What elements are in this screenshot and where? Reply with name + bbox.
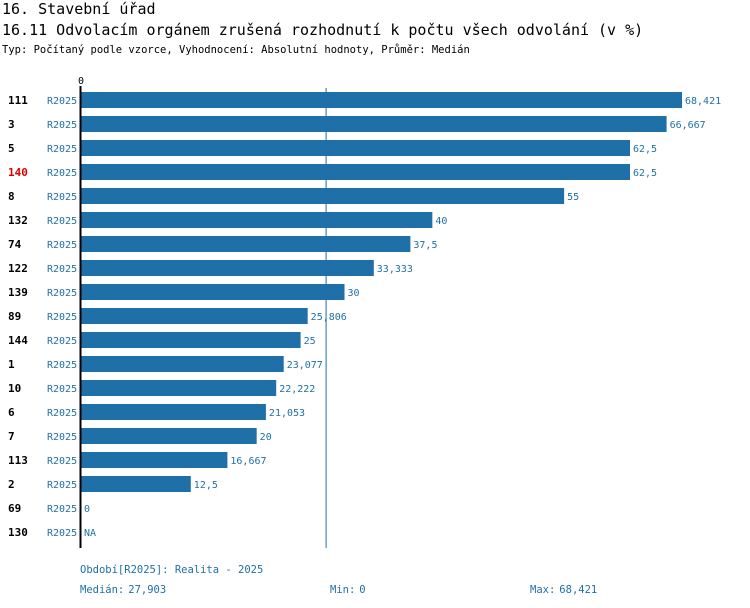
- bar-value-label: 55: [567, 192, 579, 203]
- row-series-label: R2025: [47, 288, 77, 299]
- row-series-label: R2025: [47, 408, 77, 419]
- bar-value-label: 25: [304, 336, 316, 347]
- row-id-label: 113: [8, 454, 28, 467]
- row-series-label: R2025: [47, 240, 77, 251]
- row-id-label: 2: [8, 478, 15, 491]
- row-series-label: R2025: [47, 312, 77, 323]
- row-series-label: R2025: [47, 360, 77, 371]
- max-value: 68,421: [559, 584, 598, 596]
- bar-value-label: 20: [260, 432, 272, 443]
- row-id-label: 130: [8, 526, 28, 539]
- bar-value-label: 62,5: [633, 144, 657, 155]
- row-series-label: R2025: [47, 336, 77, 347]
- row-series-label: R2025: [47, 264, 77, 275]
- bar-value-label: 25,806: [311, 312, 347, 323]
- bar-value-label: NA: [84, 528, 96, 539]
- row-series-label: R2025: [47, 504, 77, 515]
- median-summary: Medián: 27,903: [80, 584, 166, 596]
- row-series-label: R2025: [47, 96, 77, 107]
- bar: [81, 116, 667, 132]
- bar-value-label: 40: [435, 216, 447, 227]
- row-id-label: 8: [8, 190, 15, 203]
- row-series-label: R2025: [47, 432, 77, 443]
- bar: [81, 476, 191, 492]
- row-series-label: R2025: [47, 168, 77, 179]
- row-id-label: 3: [8, 118, 15, 131]
- bar-value-label: 16,667: [230, 456, 266, 467]
- bar-value-label: 30: [348, 288, 360, 299]
- row-id-label: 132: [8, 214, 28, 227]
- bar-value-label: 12,5: [194, 480, 218, 491]
- row-id-label: 122: [8, 262, 28, 275]
- bar: [81, 140, 630, 156]
- chart-title: 16.11 Odvolacím orgánem zrušená rozhodnu…: [2, 21, 644, 39]
- row-id-label: 111: [8, 94, 28, 107]
- row-id-label: 139: [8, 286, 28, 299]
- bar-value-label: 68,421: [685, 96, 721, 107]
- row-id-label: 7: [8, 430, 15, 443]
- bar-value-label: 37,5: [413, 240, 437, 251]
- row-series-label: R2025: [47, 384, 77, 395]
- row-series-label: R2025: [47, 144, 77, 155]
- row-id-label: 1: [8, 358, 15, 371]
- row-series-label: R2025: [47, 120, 77, 131]
- median-value: 27,903: [128, 584, 167, 596]
- bar-value-label: 21,053: [269, 408, 305, 419]
- axis-zero-label: 0: [78, 76, 84, 87]
- bar: [81, 260, 374, 276]
- bar: [81, 404, 266, 420]
- row-series-label: R2025: [47, 192, 77, 203]
- row-series-label: R2025: [47, 456, 77, 467]
- row-id-label: 144: [8, 334, 28, 347]
- median-label: Medián:: [80, 584, 125, 596]
- bar: [81, 380, 277, 396]
- bar: [81, 308, 308, 324]
- period-legend: Období[R2025]: Realita - 2025: [80, 564, 264, 576]
- row-id-label: 69: [8, 502, 21, 515]
- row-id-label: 74: [8, 238, 22, 251]
- max-label: Max:: [530, 584, 556, 596]
- bar: [81, 92, 682, 108]
- bar: [81, 188, 565, 204]
- min-summary: Min: 0: [330, 584, 366, 596]
- bar: [81, 332, 301, 348]
- row-id-label: 10: [8, 382, 21, 395]
- row-id-label: 140: [8, 166, 28, 179]
- bar: [81, 236, 411, 252]
- bar-value-label: 23,077: [287, 360, 323, 371]
- min-label: Min:: [330, 584, 356, 596]
- row-series-label: R2025: [47, 528, 77, 539]
- max-summary: Max: 68,421: [530, 584, 597, 596]
- bar-value-label: 66,667: [670, 120, 706, 131]
- bar: [81, 356, 284, 372]
- row-series-label: R2025: [47, 480, 77, 491]
- chart-subtitle: Typ: Počítaný podle vzorce, Vyhodnocení:…: [2, 44, 470, 56]
- bar: [81, 164, 630, 180]
- row-id-label: 5: [8, 142, 15, 155]
- bar-value-label: 22,222: [279, 384, 315, 395]
- bar: [81, 212, 433, 228]
- bar: [81, 428, 257, 444]
- row-id-label: 89: [8, 310, 21, 323]
- bar-value-label: 0: [84, 504, 90, 515]
- bar-value-label: 33,333: [377, 264, 413, 275]
- section-title: 16. Stavební úřad: [2, 0, 156, 18]
- row-id-label: 6: [8, 406, 15, 419]
- row-series-label: R2025: [47, 216, 77, 227]
- bar-value-label: 62,5: [633, 168, 657, 179]
- bar: [81, 452, 228, 468]
- min-value: 0: [359, 584, 366, 596]
- bar: [81, 284, 345, 300]
